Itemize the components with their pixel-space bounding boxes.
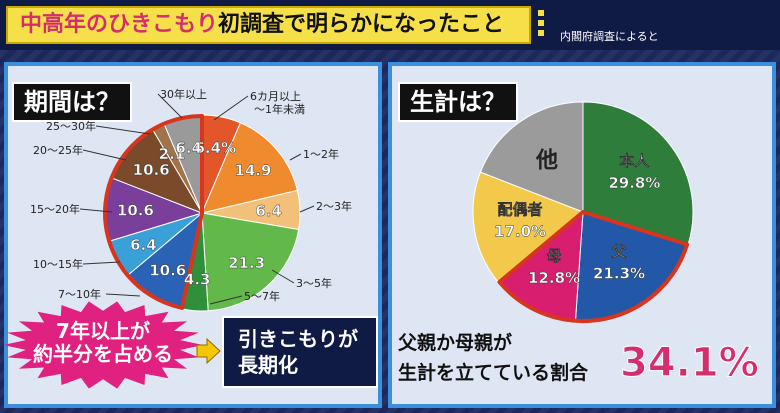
duration-slice-3 bbox=[201, 212, 300, 312]
livelihood-category-label-0: 本人 bbox=[619, 152, 650, 170]
source-note: 内閣府調査によると bbox=[560, 30, 659, 43]
burst-line2: 約半分を占める bbox=[33, 342, 173, 366]
long-term-highlight-outline bbox=[103, 114, 204, 310]
livelihood-value-label-0: 29.8% bbox=[608, 174, 660, 192]
burst-line1: 7年以上が bbox=[56, 319, 150, 343]
duration-category-label-7: 15〜20年 bbox=[30, 202, 80, 216]
duration-value-label-2: 6.4 bbox=[255, 202, 282, 220]
duration-category-label-2: 2〜3年 bbox=[316, 199, 352, 213]
page-title: 中高年のひきこもり初調査で明らかになったこと bbox=[20, 8, 504, 42]
duration-value-label-3: 21.3 bbox=[228, 254, 265, 272]
duration-category-label-9: 25〜30年 bbox=[46, 119, 96, 133]
conclusion-line2: 長期化 bbox=[238, 353, 298, 377]
conclusion-line1: 引きこもりが bbox=[238, 327, 358, 351]
duration-category-label-6: 10〜15年 bbox=[33, 257, 83, 271]
duration-leader-line-7 bbox=[79, 208, 113, 213]
duration-value-label-6: 6.4 bbox=[130, 236, 157, 254]
livelihood-value-label-3: 17.0% bbox=[494, 222, 546, 240]
livelihood-slice-3 bbox=[472, 171, 584, 284]
livelihood-value-label-2: 12.8% bbox=[528, 269, 580, 287]
livelihood-slice-0 bbox=[582, 101, 694, 246]
duration-leader-line-2 bbox=[299, 205, 315, 213]
duration-leader-line-6 bbox=[82, 261, 121, 265]
dots-decoration bbox=[538, 10, 546, 40]
title-part1: 中高年のひきこもり bbox=[20, 12, 219, 37]
duration-value-label-8: 10.6 bbox=[133, 161, 170, 179]
livelihood-slice-4 bbox=[479, 101, 584, 213]
title-banner: 中高年のひきこもり初調査で明らかになったこと bbox=[6, 6, 531, 44]
duration-category-label-10: 30年以上 bbox=[160, 87, 207, 101]
duration-leader-line-10 bbox=[157, 93, 183, 119]
header-bar: 中高年のひきこもり初調査で明らかになったこと 内閣府調査によると bbox=[0, 0, 780, 50]
livelihood-category-label-2: 母 bbox=[547, 247, 562, 265]
duration-value-label-7: 10.6 bbox=[117, 202, 154, 220]
duration-leader-line-0 bbox=[213, 95, 249, 121]
duration-leader-line-1 bbox=[289, 153, 302, 161]
livelihood-category-label-4: 他 bbox=[535, 148, 558, 173]
duration-value-label-5: 10.6 bbox=[149, 261, 186, 279]
duration-section-title: 期間は？ bbox=[12, 82, 132, 122]
duration-leader-line-3 bbox=[271, 269, 295, 284]
duration-leader-line-8 bbox=[82, 149, 127, 161]
duration-value-label-9: 2.1 bbox=[159, 145, 186, 163]
duration-category-label-4: 5〜7年 bbox=[244, 289, 280, 303]
duration-leader-line-5 bbox=[105, 293, 141, 297]
duration-value-label-10: 6.4 bbox=[175, 139, 202, 157]
livelihood-category-label-3: 配偶者 bbox=[498, 200, 543, 218]
duration-value-label-0: 6.4% bbox=[195, 139, 237, 157]
livelihood-value-label-1: 21.3% bbox=[593, 265, 645, 283]
duration-category-label-3: 3〜5年 bbox=[296, 276, 332, 290]
title-part2: 初調査で明らかになったこと bbox=[218, 12, 505, 37]
duration-value-label-4: 4.3 bbox=[184, 271, 211, 289]
burst-text: 7年以上が 約半分を占める bbox=[18, 320, 188, 366]
caption-line1: 父親か母親が bbox=[398, 332, 513, 354]
duration-category-label-5: 7〜10年 bbox=[58, 287, 101, 301]
duration-value-label-1: 14.9 bbox=[234, 161, 271, 179]
parents-highlight-outline bbox=[497, 210, 690, 323]
livelihood-category-label-1: 父 bbox=[611, 243, 628, 261]
arrow-right-icon bbox=[196, 338, 221, 364]
burst-polygon bbox=[3, 301, 203, 389]
duration-slice-1 bbox=[201, 122, 298, 214]
duration-leader-line-4 bbox=[209, 295, 243, 305]
duration-category-label-8: 20〜25年 bbox=[33, 143, 83, 157]
livelihood-section-title: 生計は？ bbox=[398, 82, 518, 122]
caption-line2: 生計を立てている割合 bbox=[398, 362, 589, 384]
duration-category-label-0: 6カ月以上〜1年未満 bbox=[250, 90, 305, 116]
parents-caption: 父親か母親が 生計を立てている割合 bbox=[398, 328, 628, 388]
duration-category-label-1: 1〜2年 bbox=[303, 147, 339, 161]
duration-leader-line-9 bbox=[95, 125, 151, 135]
parents-percentage: 34.1% bbox=[620, 340, 760, 387]
conclusion-box: 引きこもりが 長期化 bbox=[222, 316, 378, 388]
